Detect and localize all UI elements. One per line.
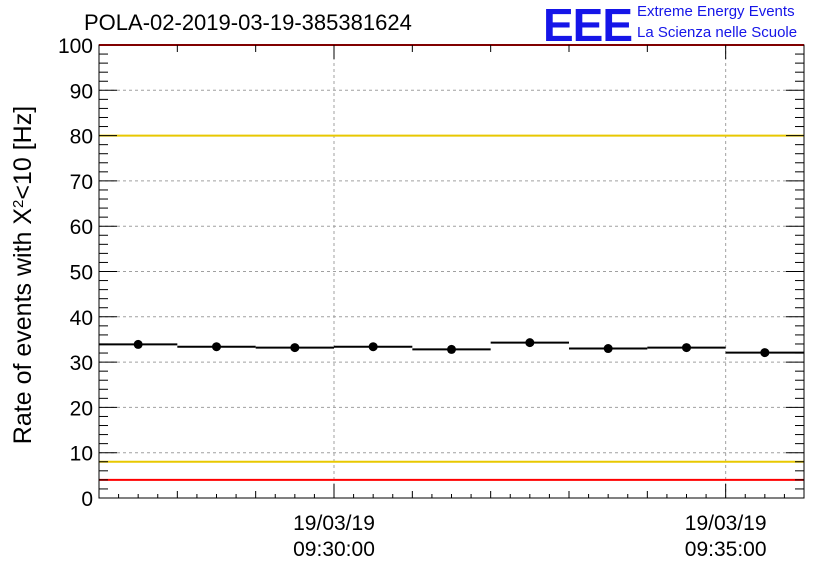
- y-tick-label: 60: [70, 216, 93, 239]
- x-tick-label-date: 19/03/19: [685, 512, 767, 535]
- x-tick-label-time: 09:30:00: [293, 538, 375, 561]
- data-point: [290, 343, 300, 353]
- y-tick-labels: 0 10 20 30 40 50 60 70 80 90 100: [58, 35, 93, 511]
- y-tick-label: 0: [81, 488, 93, 511]
- y-tick-label: 10: [70, 443, 93, 466]
- data-point: [212, 342, 221, 352]
- grid-lines: [99, 45, 804, 498]
- data-point: [682, 343, 691, 353]
- chart-title: POLA-02-2019-03-19-385381624: [84, 10, 412, 35]
- x-tick-labels: 19/03/19 09:30:00 19/03/19 09:35:00: [293, 512, 766, 561]
- data-point: [760, 348, 770, 358]
- y-tick-label: 50: [70, 262, 93, 285]
- data-series: [99, 338, 804, 358]
- reference-lines: [99, 44, 804, 481]
- x-tick-label-date: 19/03/19: [293, 512, 375, 535]
- y-tick-label: 40: [70, 307, 93, 330]
- x-tick-label-time: 09:35:00: [685, 538, 767, 561]
- y-tick-label: 90: [70, 80, 93, 103]
- y-tick-label: 80: [70, 126, 93, 149]
- logo-caption-line-2: La Scienza nelle Scuole: [637, 24, 798, 41]
- logo-caption-line-1: Extreme Energy Events: [637, 3, 795, 20]
- data-point: [447, 344, 456, 354]
- data-point: [133, 339, 143, 349]
- data-point: [525, 338, 535, 348]
- data-point: [603, 344, 613, 354]
- eee-logo: EEE: [543, 0, 633, 51]
- axis-ticks: [98, 44, 805, 499]
- y-tick-label: 30: [70, 352, 93, 375]
- y-tick-label: 70: [70, 171, 93, 194]
- plot-frame: [98, 44, 805, 499]
- data-point: [368, 342, 378, 352]
- y-tick-label: 20: [70, 397, 93, 420]
- y-tick-label: 100: [58, 35, 93, 58]
- y-axis-title: Rate of events with X2<10 [Hz]: [9, 106, 37, 444]
